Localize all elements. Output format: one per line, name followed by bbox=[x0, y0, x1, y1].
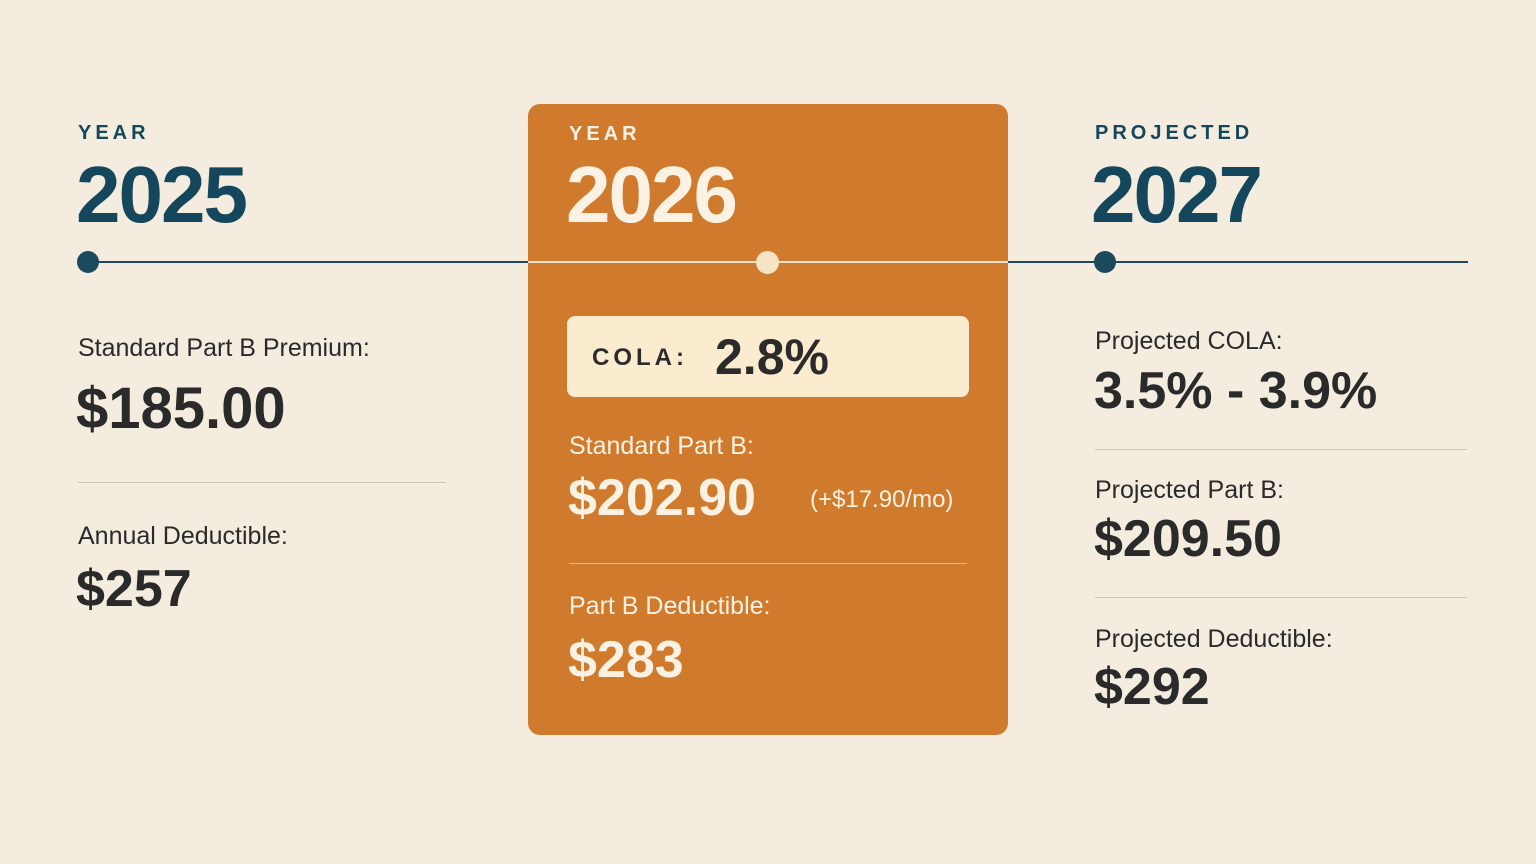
kicker-2026: YEAR bbox=[569, 123, 641, 145]
premium-delta-2026: (+$17.90/mo) bbox=[810, 486, 954, 513]
cola-value-2027: 3.5% - 3.9% bbox=[1094, 362, 1378, 420]
highlight-card-2026 bbox=[528, 104, 1008, 735]
divider-2025 bbox=[78, 482, 446, 483]
timeline-dot-2026 bbox=[756, 251, 779, 274]
deductible-value-2026: $283 bbox=[568, 631, 684, 689]
year-2027: 2027 bbox=[1091, 150, 1263, 239]
deductible-label-2025: Annual Deductible: bbox=[78, 522, 288, 550]
cola-label-2026: COLA: bbox=[592, 344, 688, 371]
kicker-2027: PROJECTED bbox=[1095, 122, 1254, 144]
cola-value-2026: 2.8% bbox=[715, 329, 829, 385]
divider-2027-a bbox=[1095, 449, 1467, 450]
year-2025: 2025 bbox=[76, 150, 248, 239]
deductible-value-2025: $257 bbox=[76, 560, 192, 618]
premium-label-2025: Standard Part B Premium: bbox=[78, 334, 370, 362]
premium-label-2027: Projected Part B: bbox=[1095, 476, 1284, 504]
deductible-label-2027: Projected Deductible: bbox=[1095, 625, 1333, 653]
deductible-value-2027: $292 bbox=[1094, 658, 1210, 716]
timeline-dot-2027 bbox=[1094, 251, 1116, 273]
kicker-2025: YEAR bbox=[78, 122, 150, 144]
year-2026: 2026 bbox=[566, 150, 738, 239]
premium-value-2027: $209.50 bbox=[1094, 510, 1282, 568]
cola-label-2027: Projected COLA: bbox=[1095, 327, 1283, 355]
timeline-dot-2025 bbox=[77, 251, 99, 273]
premium-value-2025: $185.00 bbox=[76, 376, 286, 441]
premium-label-2026: Standard Part B: bbox=[569, 432, 754, 460]
cola-box-2026: COLA: 2.8% bbox=[567, 316, 969, 397]
divider-2026 bbox=[569, 563, 967, 564]
deductible-label-2026: Part B Deductible: bbox=[569, 592, 771, 620]
premium-value-2026: $202.90 bbox=[568, 469, 756, 527]
divider-2027-b bbox=[1095, 597, 1467, 598]
